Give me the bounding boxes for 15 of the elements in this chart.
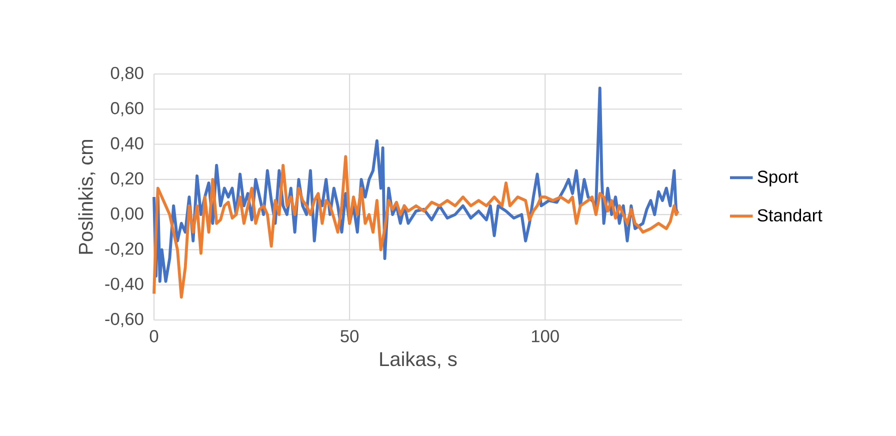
y-tick-label: -0,40 [105,278,144,292]
y-tick-label: 0,80 [110,66,144,82]
x-tick-label: 50 [340,330,359,342]
legend-label: Standart [758,208,822,222]
y-tick-label: 0,60 [110,102,144,116]
y-tick-label: 0,40 [110,137,144,152]
x-tick-label: 0 [150,330,158,342]
x-axis-title: Laikas, s [380,351,457,369]
y-tick-label: -0,60 [105,312,144,328]
y-tick-label: 0,00 [110,207,144,222]
legend-label: Sport [758,170,798,186]
y-tick-label: -0,20 [105,242,144,257]
y-axis-title: Poslinkis, cm [78,140,96,254]
x-tick-label: 100 [532,330,559,342]
y-tick-label: 0,20 [110,172,144,187]
